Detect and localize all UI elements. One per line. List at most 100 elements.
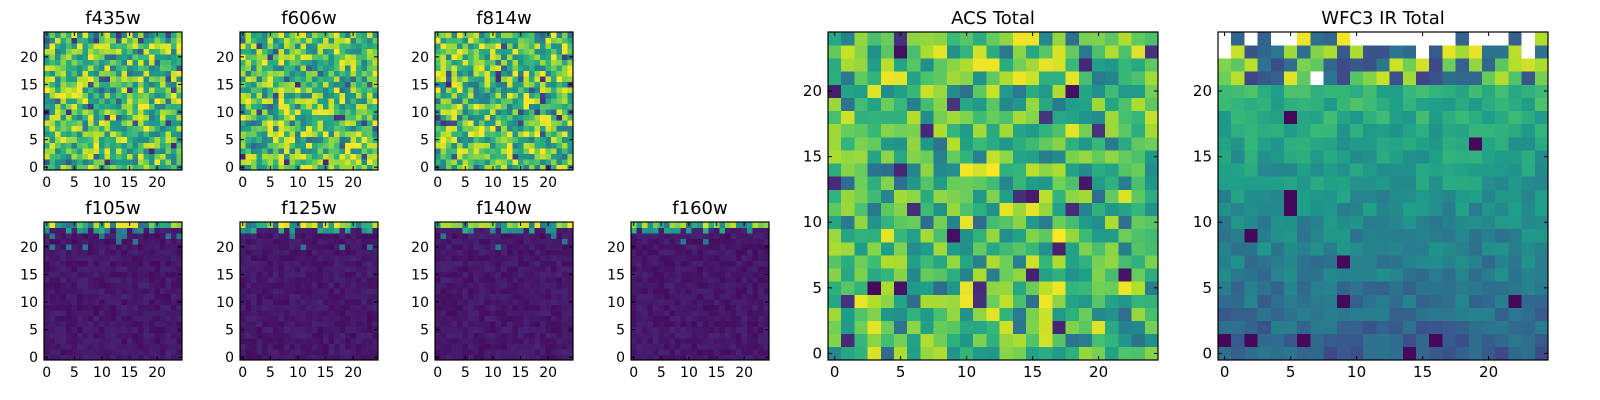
heatmap-cell [350,299,357,306]
heatmap-cell [104,238,111,245]
heatmap-cell [490,76,497,83]
heatmap-cell [256,321,263,328]
heatmap-cell [295,238,302,245]
heatmap-cell [366,92,373,99]
heatmap-cell [132,337,139,344]
heatmap-cell [245,271,252,278]
heatmap-cell [333,315,340,322]
heatmap-cell [675,271,682,278]
heatmap-cell [262,266,268,273]
heatmap-cell [1065,241,1080,256]
heatmap-cell [82,131,89,138]
heatmap-cell [1105,281,1119,295]
heatmap-cell [66,81,72,88]
heatmap-cell [372,125,379,132]
heatmap-cell [545,266,552,273]
heatmap-cell [88,37,95,44]
heatmap-cell [159,299,166,306]
heatmap-cell [523,249,530,256]
heatmap-cell [88,158,95,165]
heatmap-cell [658,249,665,256]
heatmap-cell [636,277,643,284]
heatmap-cell [841,228,855,243]
heatmap-cell [148,227,155,234]
heatmap-cell [333,304,340,311]
heatmap-cell [451,343,458,350]
heatmap-cell [550,98,557,105]
heatmap-cell [495,337,502,344]
heatmap-cell [322,332,329,339]
heatmap-cell [920,307,934,321]
heatmap-cell [256,233,263,239]
heatmap-cell [501,343,508,350]
heatmap-cell [653,238,659,245]
heatmap-cell [121,158,128,165]
heatmap-cell [451,109,458,116]
heatmap-cell [468,92,474,99]
heatmap-cell [148,153,155,160]
heatmap-cell [730,249,737,256]
heatmap-cell [636,310,643,317]
heatmap-cell [240,343,246,350]
heatmap-cell [278,271,285,278]
heatmap-cell [973,307,987,321]
heatmap-cell [322,271,329,278]
heatmap-cell [71,277,78,284]
heatmap-cell [880,241,895,256]
heatmap-cell [176,125,183,132]
heatmap-cell [730,315,737,322]
heatmap-cell [468,249,474,256]
heatmap-cell [143,125,150,132]
heatmap-cell [517,244,524,250]
heatmap-cell [71,136,78,143]
heatmap-cell [697,310,704,317]
heatmap-cell [88,103,95,110]
heatmap-cell [697,282,704,289]
heatmap-cell [473,266,480,273]
heatmap-cell [561,92,568,99]
heatmap-cell [132,227,139,234]
heatmap-cell [289,103,296,110]
heatmap-cell [267,43,274,49]
heatmap-cell [1078,163,1093,177]
heatmap-cell [495,65,502,71]
heatmap-cell [344,98,351,105]
heatmap-cell [88,109,95,116]
heatmap-cell [680,315,687,322]
heatmap-cell [273,54,279,60]
heatmap-cell [567,321,574,328]
heatmap-cell [708,326,715,333]
heatmap-cell [88,59,95,66]
heatmap-cell [132,326,139,333]
heatmap-cell [240,43,246,49]
heatmap-cell [154,249,161,256]
heatmap-cell [93,288,100,295]
heatmap-cell [289,326,296,333]
heatmap-cell [462,266,469,273]
heatmap-cell [501,32,508,38]
heatmap-cell [462,348,469,355]
heatmap-cell [328,32,335,38]
heatmap-cell [355,65,362,71]
heatmap-cell [735,337,742,344]
heatmap-cell [311,260,318,267]
heatmap-cell [1026,202,1040,217]
heatmap-cell [93,76,100,83]
heatmap-cell [457,354,463,361]
heatmap-cell [132,136,139,143]
heatmap-cell [512,32,519,38]
heatmap-cell [1118,215,1132,230]
heatmap-cell [669,233,676,239]
heatmap-cell [344,164,351,171]
heatmap-cell [104,343,111,350]
heatmap-cell [278,153,285,160]
heatmap-cell [143,310,150,317]
heatmap-cell [273,233,279,239]
heatmap-cell [115,48,122,55]
heatmap-cell [828,228,842,243]
heatmap-cell [55,48,61,55]
heatmap-cell [165,282,172,289]
heatmap-cell [1052,215,1066,230]
panel-title: f160w [672,198,727,219]
